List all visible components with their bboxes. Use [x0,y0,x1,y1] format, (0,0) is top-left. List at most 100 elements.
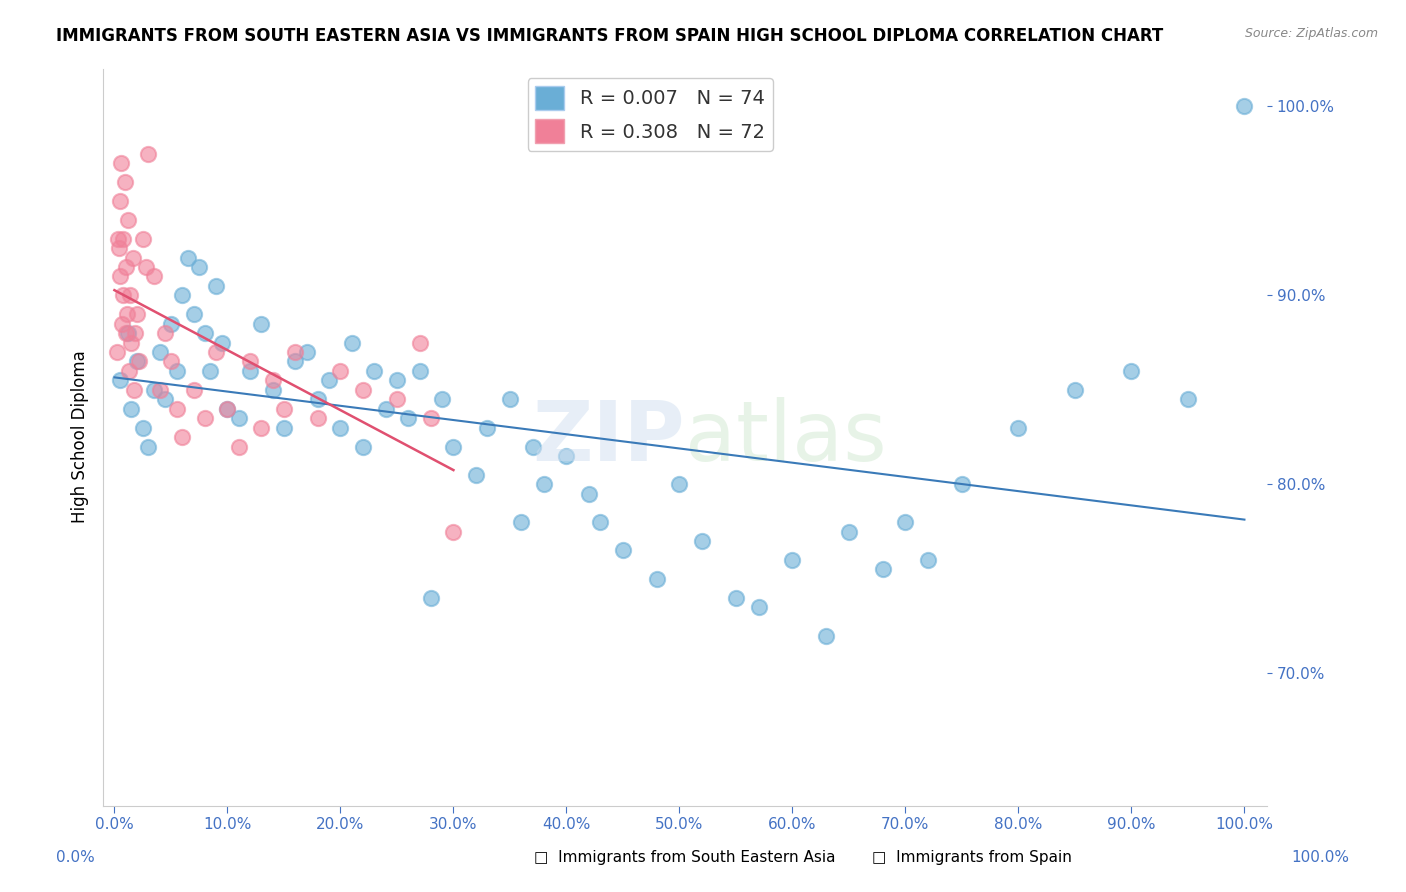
Point [228,440,250,454]
Point [166,401,188,416]
Point [318,373,340,387]
Point [160,317,183,331]
Point [408,335,430,350]
Point [950,477,973,491]
Point [340,335,363,350]
Point [111,317,134,331]
Point [1121,364,1143,378]
Point [430,392,453,407]
Point [724,591,747,605]
Text: 100.0%: 100.0% [1292,850,1350,865]
Legend: R = 0.007   N = 74, R = 0.308   N = 72: R = 0.007 N = 74, R = 0.308 N = 72 [527,78,773,151]
Point [217,401,239,416]
Point [117,326,139,340]
Point [239,354,262,368]
Point [114,175,136,189]
Point [108,194,131,208]
Text: □  Immigrants from Spain: □ Immigrants from Spain [872,850,1071,865]
Point [363,364,385,378]
Point [917,553,939,567]
Point [188,260,211,274]
Point [120,288,142,302]
Point [118,364,141,378]
Point [194,326,217,340]
Point [115,307,138,321]
Point [122,383,145,397]
Point [114,260,136,274]
Point [284,345,307,359]
Point [307,392,329,407]
Point [250,420,273,434]
Point [200,364,222,378]
Point [112,288,135,302]
Point [510,515,533,529]
Point [108,373,131,387]
Point [668,477,690,491]
Point [872,562,894,576]
Point [149,383,172,397]
Point [117,212,139,227]
Point [183,383,205,397]
Point [105,345,128,359]
Point [125,354,148,368]
Point [273,420,295,434]
Point [419,591,441,605]
Point [385,373,408,387]
Point [131,420,153,434]
Text: atlas: atlas [685,397,887,477]
Point [120,335,142,350]
Point [217,401,239,416]
Point [228,411,250,425]
Point [262,373,284,387]
Point [690,534,713,549]
Point [894,515,917,529]
Point [250,317,273,331]
Point [172,430,194,444]
Text: □  Immigrants from South Eastern Asia: □ Immigrants from South Eastern Asia [534,850,835,865]
Point [131,232,153,246]
Point [419,411,441,425]
Point [374,401,396,416]
Point [1007,420,1029,434]
Point [295,345,318,359]
Point [124,326,146,340]
Point [120,401,142,416]
Point [108,241,131,255]
Point [352,440,374,454]
Point [396,411,419,425]
Point [441,524,464,539]
Point [194,411,217,425]
Point [533,477,555,491]
Point [262,383,284,397]
Y-axis label: High School Diploma: High School Diploma [72,351,89,524]
Text: ZIP: ZIP [533,397,685,477]
Point [160,354,183,368]
Point [273,401,295,416]
Point [578,487,600,501]
Text: IMMIGRANTS FROM SOUTH EASTERN ASIA VS IMMIGRANTS FROM SPAIN HIGH SCHOOL DIPLOMA : IMMIGRANTS FROM SOUTH EASTERN ASIA VS IM… [56,27,1164,45]
Point [110,156,132,170]
Point [838,524,860,539]
Point [114,326,136,340]
Point [329,364,352,378]
Point [172,288,194,302]
Point [815,628,838,642]
Point [135,260,157,274]
Point [499,392,522,407]
Point [155,392,177,407]
Text: Source: ZipAtlas.com: Source: ZipAtlas.com [1244,27,1378,40]
Point [107,232,129,246]
Point [1177,392,1199,407]
Point [329,420,352,434]
Point [205,345,228,359]
Point [121,251,143,265]
Point [782,553,804,567]
Point [477,420,499,434]
Point [612,543,634,558]
Point [143,383,166,397]
Point [352,383,374,397]
Point [177,251,200,265]
Point [645,572,668,586]
Point [589,515,612,529]
Point [205,278,228,293]
